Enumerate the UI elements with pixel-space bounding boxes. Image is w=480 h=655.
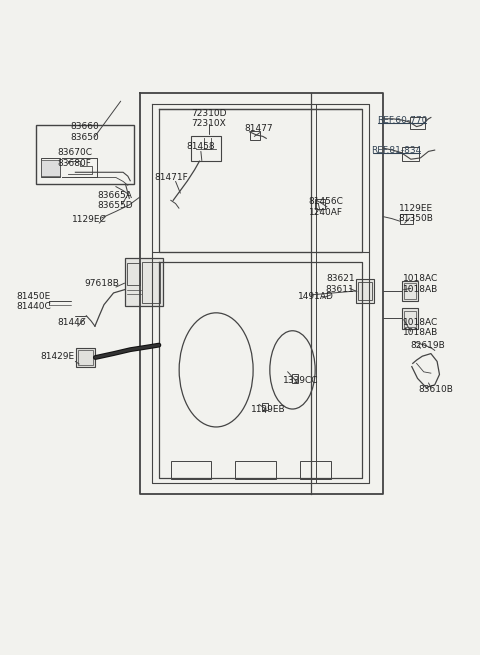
Text: 72310D
72310X: 72310D 72310X xyxy=(191,109,227,128)
Text: 97618B: 97618B xyxy=(84,278,119,288)
Bar xyxy=(76,348,96,367)
Bar xyxy=(402,147,419,160)
Text: 81429E: 81429E xyxy=(41,352,75,362)
Bar xyxy=(250,130,260,140)
Text: 1129EB: 1129EB xyxy=(252,405,286,413)
Text: REF.81-834: REF.81-834 xyxy=(372,145,421,155)
Bar xyxy=(359,282,372,300)
Bar xyxy=(300,460,331,479)
Bar xyxy=(127,263,140,285)
Text: 83660
83650: 83660 83650 xyxy=(71,122,99,141)
Bar xyxy=(315,199,325,209)
Text: 1339CC: 1339CC xyxy=(283,377,319,386)
Text: 1018AC
1018AB: 1018AC 1018AB xyxy=(403,274,438,293)
Bar xyxy=(36,125,134,184)
Bar xyxy=(402,308,418,329)
Text: 81446: 81446 xyxy=(58,318,86,327)
Bar xyxy=(356,278,374,303)
Bar xyxy=(404,283,416,299)
Text: 1491AD: 1491AD xyxy=(299,292,334,301)
Bar xyxy=(235,460,276,479)
Bar xyxy=(404,310,416,327)
Text: 83621
83611: 83621 83611 xyxy=(326,274,355,293)
Bar xyxy=(291,374,298,383)
Text: 82619B: 82619B xyxy=(410,341,445,350)
Text: 1129EE
81350B: 1129EE 81350B xyxy=(398,204,433,223)
Bar xyxy=(192,136,221,161)
Text: 83610B: 83610B xyxy=(418,385,453,394)
Text: 81456C
1240AF: 81456C 1240AF xyxy=(309,197,343,217)
Bar xyxy=(400,214,413,225)
Bar xyxy=(402,280,418,301)
Text: 1129EC: 1129EC xyxy=(72,215,107,225)
Bar xyxy=(124,258,163,306)
Text: 81471F: 81471F xyxy=(154,173,188,182)
Bar xyxy=(78,350,94,365)
Text: 83665A
83655D: 83665A 83655D xyxy=(97,191,133,210)
Bar xyxy=(171,460,211,479)
Bar xyxy=(142,262,160,303)
Text: 81477: 81477 xyxy=(245,124,274,133)
Text: 1018AC
1018AB: 1018AC 1018AB xyxy=(403,318,438,337)
Text: 81450E
81440C: 81450E 81440C xyxy=(16,291,51,311)
Bar xyxy=(41,158,60,178)
Text: 81458: 81458 xyxy=(187,141,215,151)
Bar xyxy=(410,117,425,129)
Text: 83670C
83680F: 83670C 83680F xyxy=(58,148,93,168)
Text: REF.60-770: REF.60-770 xyxy=(377,115,428,124)
Bar xyxy=(262,403,268,410)
Bar xyxy=(41,160,60,176)
